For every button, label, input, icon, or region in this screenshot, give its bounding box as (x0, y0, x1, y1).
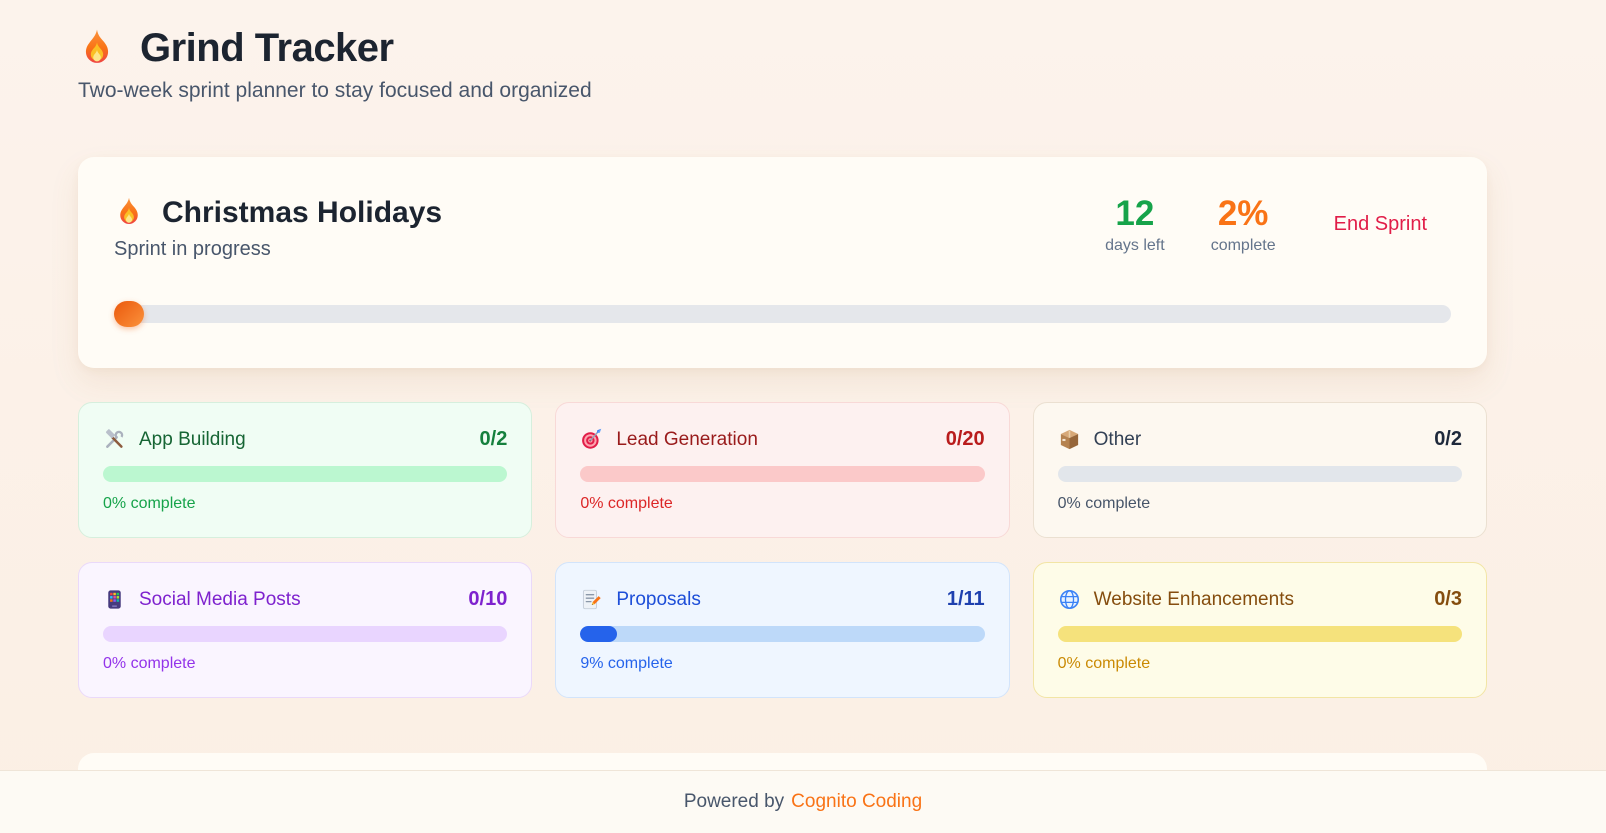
category-count: 0/2 (479, 428, 508, 450)
category-card-other[interactable]: Other 0/2 0% complete (1032, 402, 1487, 538)
sprint-stats: 12 days left 2% complete End Sprint (1105, 194, 1451, 255)
page-subtitle: Two-week sprint planner to stay focused … (78, 79, 592, 102)
page-container: Grind Tracker Two-week sprint planner to… (78, 0, 1487, 833)
category-progress-fill (580, 626, 617, 642)
target-icon (580, 428, 603, 451)
days-left-value: 12 (1115, 194, 1155, 233)
globe-icon (1058, 588, 1081, 611)
memo-icon (580, 588, 603, 611)
sprint-info: Christmas Holidays Sprint in progress (114, 195, 442, 261)
sprint-progress-bar (114, 301, 1451, 327)
days-left-stat: 12 days left (1105, 194, 1165, 255)
category-caption: 0% complete (1057, 655, 1151, 672)
category-grid: App Building 0/2 0% complete (78, 402, 1487, 698)
sprint-status: Sprint in progress (114, 238, 271, 260)
days-left-label: days left (1105, 236, 1165, 254)
flame-icon (114, 195, 144, 231)
category-progress-bar (580, 626, 985, 642)
footer: Powered by Cognito Coding (0, 770, 1606, 833)
category-card-social-media-posts[interactable]: Social Media Posts 0/10 0% complete (78, 562, 533, 698)
hammer-wrench-icon (103, 428, 126, 451)
category-count: 0/2 (1434, 428, 1462, 450)
category-count: 0/20 (945, 428, 985, 450)
category-caption: 9% complete (580, 655, 673, 672)
page-title: Grind Tracker (140, 26, 394, 70)
footer-text: Powered by (683, 791, 785, 812)
category-count: 0/10 (468, 588, 508, 610)
category-caption: 0% complete (103, 655, 196, 672)
category-caption: 0% complete (1057, 495, 1151, 512)
complete-stat: 2% complete (1210, 194, 1276, 255)
package-icon (1058, 428, 1081, 451)
category-progress-bar (103, 466, 508, 482)
end-sprint-button[interactable]: End Sprint (1333, 213, 1427, 236)
category-card-lead-generation[interactable]: Lead Generation 0/20 0% complete (555, 402, 1010, 538)
category-caption: 0% complete (580, 495, 673, 512)
mobile-apps-icon (103, 588, 126, 611)
category-progress-bar (580, 466, 985, 482)
category-caption: 0% complete (103, 495, 196, 512)
category-name: Website Enhancements (1093, 588, 1294, 610)
complete-label: complete (1210, 236, 1276, 254)
app-header: Grind Tracker Two-week sprint planner to… (78, 0, 1487, 103)
category-progress-bar (1057, 466, 1462, 482)
category-progress-bar (103, 626, 508, 642)
category-card-website-enhancements[interactable]: Website Enhancements 0/3 0% complete (1032, 562, 1487, 698)
sprint-name: Christmas Holidays (162, 196, 443, 229)
category-name: Other (1093, 428, 1142, 450)
sprint-progress-fill (114, 301, 144, 327)
complete-value: 2% (1217, 194, 1269, 233)
category-name: Lead Generation (616, 428, 758, 450)
category-name: Social Media Posts (139, 588, 301, 610)
flame-icon (78, 27, 116, 71)
sprint-card: Christmas Holidays Sprint in progress 12… (78, 157, 1487, 368)
category-card-proposals[interactable]: Proposals 1/11 9% complete (555, 562, 1010, 698)
category-card-app-building[interactable]: App Building 0/2 0% complete (78, 402, 533, 538)
category-name: App Building (139, 428, 246, 450)
category-count: 1/11 (946, 588, 985, 610)
category-name: Proposals (616, 588, 701, 610)
category-count: 0/3 (1434, 588, 1462, 610)
cognito-coding-link[interactable]: Cognito Coding (791, 791, 923, 812)
category-progress-bar (1057, 626, 1462, 642)
